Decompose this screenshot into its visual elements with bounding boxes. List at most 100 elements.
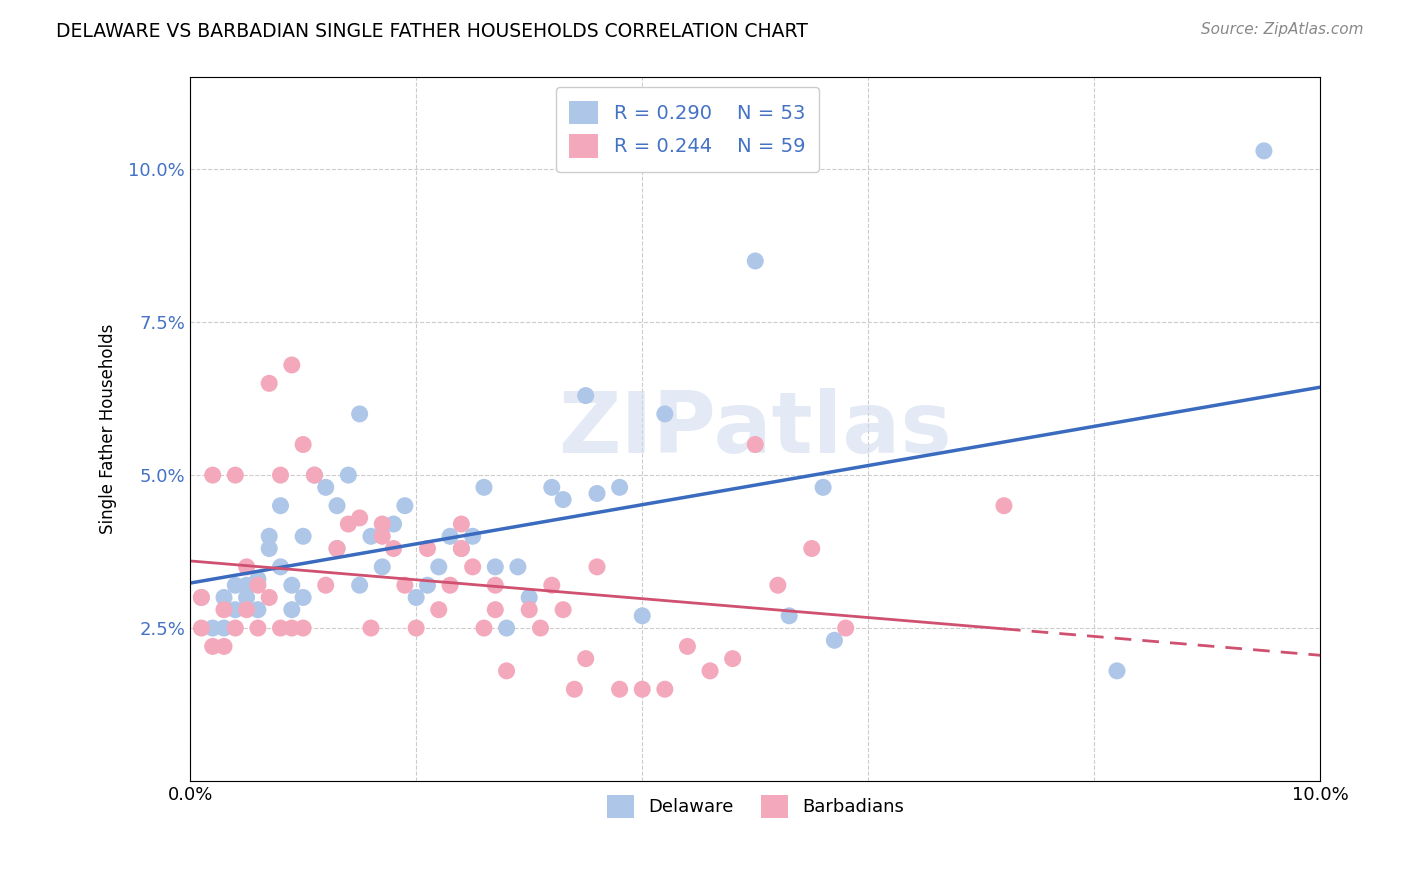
Point [416,541,439,556]
Point [450,541,472,556]
Point [292,621,315,635]
Point [1253,144,1275,158]
Point [257,529,280,543]
Point [575,651,598,665]
Point [506,560,529,574]
Point [360,529,382,543]
Point [270,621,292,635]
Point [461,529,484,543]
Point [212,603,235,617]
Point [427,560,450,574]
Point [834,621,856,635]
Point [439,578,461,592]
Point [270,499,292,513]
Point [201,621,224,635]
Point [439,529,461,543]
Point [201,468,224,483]
Point [484,603,506,617]
Legend: Delaware, Barbadians: Delaware, Barbadians [599,789,911,825]
Text: ZIPatlas: ZIPatlas [558,388,952,471]
Point [371,560,394,574]
Point [800,541,823,556]
Point [551,603,574,617]
Point [292,437,315,451]
Point [257,591,280,605]
Point [281,621,304,635]
Text: DELAWARE VS BARBADIAN SINGLE FATHER HOUSEHOLDS CORRELATION CHART: DELAWARE VS BARBADIAN SINGLE FATHER HOUS… [56,22,808,41]
Text: Source: ZipAtlas.com: Source: ZipAtlas.com [1201,22,1364,37]
Point [586,560,609,574]
Point [315,578,337,592]
Point [405,591,427,605]
Point [292,529,315,543]
Point [190,591,212,605]
Point [212,591,235,605]
Point [224,603,246,617]
Point [609,480,631,494]
Point [224,621,246,635]
Point [1105,664,1128,678]
Point [315,480,337,494]
Point [326,541,349,556]
Point [394,578,416,592]
Point [292,591,315,605]
Point [551,492,574,507]
Point [371,529,394,543]
Point [235,578,257,592]
Point [224,468,246,483]
Point [337,468,360,483]
Point [699,664,721,678]
Point [631,608,654,623]
Point [564,682,586,697]
Point [270,560,292,574]
Point [495,664,517,678]
Point [575,388,598,402]
Point [484,578,506,592]
Point [766,578,789,592]
Point [212,640,235,654]
Point [416,578,439,592]
Point [360,621,382,635]
Point [326,499,349,513]
Point [654,682,676,697]
Point [326,541,349,556]
Point [212,621,235,635]
Point [382,541,405,556]
Point [349,511,371,525]
Point [304,468,326,483]
Point [586,486,609,500]
Point [190,621,212,635]
Point [472,480,495,494]
Point [993,499,1015,513]
Point [371,516,394,531]
Point [405,621,427,635]
Point [394,499,416,513]
Point [349,407,371,421]
Point [517,603,540,617]
Point [450,541,472,556]
Point [631,682,654,697]
Point [823,633,845,648]
Point [281,358,304,372]
Point [450,516,472,531]
Point [270,468,292,483]
Point [609,682,631,697]
Point [246,621,269,635]
Point [281,603,304,617]
Point [461,560,484,574]
Point [235,603,257,617]
Point [257,541,280,556]
Point [281,578,304,592]
Point [304,468,326,483]
Point [721,651,744,665]
Point [235,560,257,574]
Y-axis label: Single Father Households: Single Father Households [100,324,117,534]
Point [540,578,562,592]
Point [246,572,269,586]
Point [224,578,246,592]
Point [744,437,766,451]
Point [257,376,280,391]
Point [246,603,269,617]
Point [337,516,360,531]
Point [811,480,834,494]
